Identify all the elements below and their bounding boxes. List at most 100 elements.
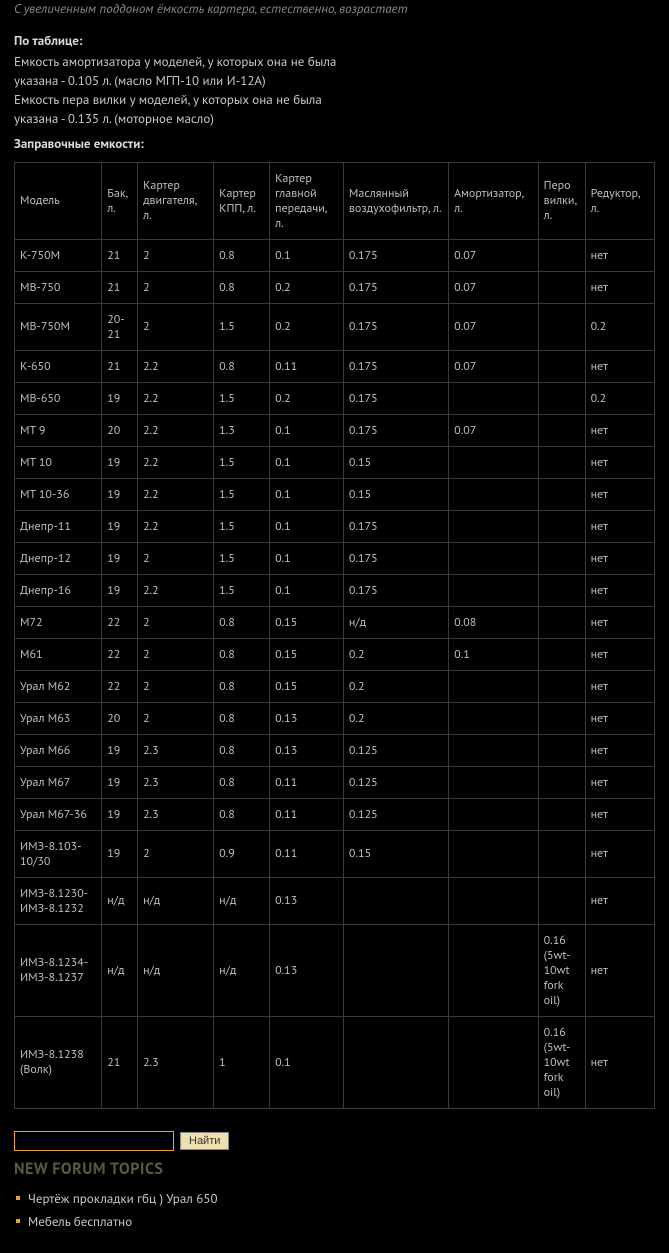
- table-cell: нет: [585, 877, 654, 924]
- table-cell: 0.13: [270, 734, 344, 766]
- table-cell: [538, 478, 585, 510]
- table-cell: [449, 1016, 539, 1108]
- table-cell: 1.5: [214, 542, 270, 574]
- table-cell: МВ-650: [15, 382, 102, 414]
- table-cell: 0.8: [214, 798, 270, 830]
- table-cell: МТ 9: [15, 414, 102, 446]
- table-cell: 0.2: [270, 303, 344, 350]
- table-cell: 0.07: [449, 239, 539, 271]
- table-cell: М72: [15, 606, 102, 638]
- table-cell: 0.11: [270, 766, 344, 798]
- table-cell: 1.5: [214, 382, 270, 414]
- table-cell: 2.3: [138, 766, 214, 798]
- table-cell: 0.07: [449, 271, 539, 303]
- table-cell: нет: [585, 798, 654, 830]
- table-cell: 0.175: [343, 542, 448, 574]
- forum-topic-link[interactable]: Мебель бесплатно: [28, 1213, 132, 1230]
- table-cell: 2.2: [138, 574, 214, 606]
- table-header-cell: Маслянный воздухофильтр, л.: [343, 162, 448, 239]
- intro-line-4: указана - 0.135 л. (моторное масло): [14, 110, 655, 129]
- table-row: МТ 10-36192.21.50.10.15нет: [15, 478, 655, 510]
- table-cell: нет: [585, 542, 654, 574]
- table-cell: Урал М67-36: [15, 798, 102, 830]
- table-cell: 20-21: [102, 303, 138, 350]
- table-cell: 0.15: [343, 446, 448, 478]
- table-cell: 0.11: [270, 350, 344, 382]
- table-cell: 0.1: [270, 1016, 344, 1108]
- table-row: Урал М67192.30.80.110.125нет: [15, 766, 655, 798]
- table-cell: К-750М: [15, 239, 102, 271]
- table-cell: 0.8: [214, 702, 270, 734]
- table-header-cell: Картер главной передачи, л.: [270, 162, 344, 239]
- table-cell: [538, 830, 585, 877]
- table-cell: [538, 734, 585, 766]
- table-cell: 0.13: [270, 702, 344, 734]
- table-row: ИМЗ-8.1230-ИМЗ-8.1232н/дн/дн/д0.13нет: [15, 877, 655, 924]
- table-cell: н/д: [138, 877, 214, 924]
- table-row: К-650212.20.80.110.1750.07нет: [15, 350, 655, 382]
- table-cell: 2: [138, 271, 214, 303]
- table-cell: 19: [102, 574, 138, 606]
- table-cell: 0.13: [270, 877, 344, 924]
- search-input[interactable]: [14, 1131, 174, 1151]
- table-cell: 0.07: [449, 350, 539, 382]
- table-cell: 0.15: [270, 670, 344, 702]
- table-cell: 19: [102, 510, 138, 542]
- table-cell: [538, 798, 585, 830]
- table-cell: нет: [585, 734, 654, 766]
- table-cell: [538, 382, 585, 414]
- table-cell: 0.175: [343, 510, 448, 542]
- table-header-cell: Бак, л.: [102, 162, 138, 239]
- table-cell: [538, 638, 585, 670]
- table-cell: 0.1: [270, 414, 344, 446]
- table-cell: 2.3: [138, 1016, 214, 1108]
- table-cell: нет: [585, 446, 654, 478]
- search-button[interactable]: Найти: [180, 1132, 229, 1150]
- intro-line-1: Емкость амортизатора у моделей, у которы…: [14, 53, 655, 72]
- table-cell: [449, 830, 539, 877]
- intro-line-3: Емкость пера вилки у моделей, у которых …: [14, 91, 655, 110]
- table-cell: [449, 574, 539, 606]
- table-cell: 0.125: [343, 766, 448, 798]
- table-cell: 0.11: [270, 798, 344, 830]
- table-cell: 0.16 (5wt-10wt fork oil): [538, 1016, 585, 1108]
- table-cell: 2.2: [138, 510, 214, 542]
- table-cell: 2: [138, 606, 214, 638]
- table-cell: 0.175: [343, 382, 448, 414]
- forum-topics-title: NEW FORUM TOPICS: [14, 1159, 655, 1179]
- table-cell: 2: [138, 670, 214, 702]
- table-body: К-750М2120.80.10.1750.07нетМВ-7502120.80…: [15, 239, 655, 1108]
- table-cell: 0.2: [270, 271, 344, 303]
- table-cell: Урал М67: [15, 766, 102, 798]
- table-cell: 0.2: [343, 702, 448, 734]
- table-cell: 22: [102, 638, 138, 670]
- table-cell: К-650: [15, 350, 102, 382]
- table-cell: МТ 10-36: [15, 478, 102, 510]
- table-cell: Днепр-11: [15, 510, 102, 542]
- table-row: ИМЗ-8.1238 (Волк)212.310.10.16 (5wt-10wt…: [15, 1016, 655, 1108]
- table-header-cell: Редуктор, л.: [585, 162, 654, 239]
- table-row: М722220.80.15н/д0.08нет: [15, 606, 655, 638]
- table-cell: 0.2: [585, 303, 654, 350]
- table-cell: нет: [585, 271, 654, 303]
- table-cell: [449, 702, 539, 734]
- table-cell: 0.175: [343, 303, 448, 350]
- table-cell: [538, 574, 585, 606]
- table-row: ИМЗ-8.103-10/301920.90.110.15нет: [15, 830, 655, 877]
- forum-topic-link[interactable]: Чертёж прокладки гбц ) Урал 650: [28, 1190, 218, 1207]
- table-cell: 0.175: [343, 414, 448, 446]
- table-cell: [449, 542, 539, 574]
- table-cell: н/д: [343, 606, 448, 638]
- table-cell: 0.11: [270, 830, 344, 877]
- table-cell: Днепр-12: [15, 542, 102, 574]
- table-cell: МВ-750М: [15, 303, 102, 350]
- table-header-row: МодельБак, л.Картер двигателя, л.Картер …: [15, 162, 655, 239]
- table-cell: Урал М66: [15, 734, 102, 766]
- table-cell: 19: [102, 382, 138, 414]
- table-cell: 0.175: [343, 271, 448, 303]
- table-cell: 19: [102, 830, 138, 877]
- table-cell: [538, 446, 585, 478]
- table-cell: 0.07: [449, 303, 539, 350]
- table-cell: 2.2: [138, 414, 214, 446]
- forum-topics-list: Чертёж прокладки гбц ) Урал 650 Мебель бе…: [14, 1187, 655, 1233]
